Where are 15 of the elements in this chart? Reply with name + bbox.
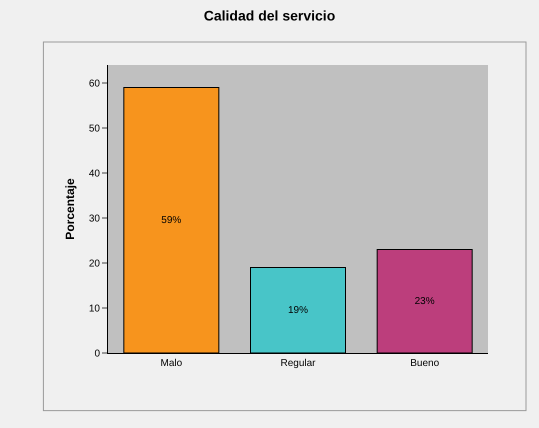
- chart-title: Calidad del servicio: [204, 8, 336, 24]
- y-tick-label: 30: [88, 214, 100, 224]
- data-label: 19%: [288, 304, 308, 316]
- data-label: 59%: [161, 214, 182, 226]
- data-label: 23%: [414, 296, 435, 307]
- y-axis-title: Porcentaje: [63, 178, 77, 240]
- y-tick-label: 50: [88, 124, 100, 134]
- x-tick-label: Bueno: [410, 358, 440, 369]
- y-tick-label: 20: [88, 258, 100, 270]
- y-tick-label: 10: [88, 304, 100, 314]
- y-tick-label: 40: [88, 168, 100, 180]
- x-tick-label: Regular: [280, 358, 316, 369]
- y-tick-label: 60: [88, 78, 100, 90]
- x-tick-label: Malo: [160, 358, 183, 369]
- y-tick-label: 0: [94, 348, 100, 360]
